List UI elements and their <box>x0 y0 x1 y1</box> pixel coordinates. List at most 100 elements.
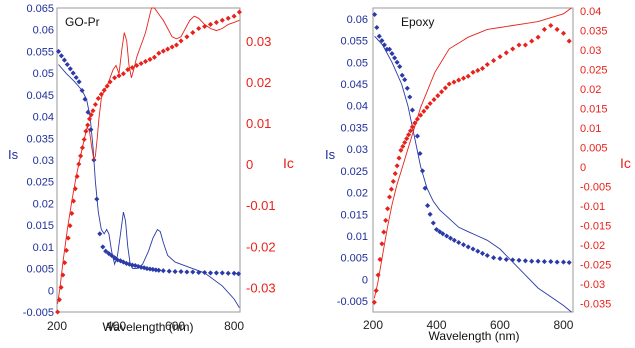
data-point-is <box>225 270 231 276</box>
left-tick-label: 0.015 <box>26 220 54 232</box>
left-tick-label: 0.04 <box>33 112 54 124</box>
right-tick-label: 0.035 <box>580 25 608 37</box>
data-point-ic <box>388 186 394 192</box>
right-tick-label: 0.01 <box>580 123 601 135</box>
right-tick-label: -0.03 <box>580 279 605 291</box>
panel-epoxy: Epoxy Wavelength (nm) Is Ic -0.005 0 0.005… <box>325 6 631 343</box>
data-point-ic <box>236 9 242 15</box>
data-point-is <box>213 270 219 276</box>
data-point-ic <box>371 299 377 305</box>
data-point-ic <box>396 155 402 161</box>
data-point-is <box>100 244 106 250</box>
right-tick-label: 0.025 <box>580 64 608 76</box>
x-tick-label: 600 <box>490 318 510 332</box>
data-point-ic <box>456 77 462 83</box>
left-tick-label: 0.005 <box>26 264 54 276</box>
left-tick-label: 0.065 <box>26 3 54 15</box>
left-tick-label: 0.005 <box>340 253 368 265</box>
data-point-ic <box>85 122 91 128</box>
data-point-ic <box>465 73 471 79</box>
left-tick-label: 0.01 <box>347 231 368 243</box>
data-point-is <box>61 57 67 63</box>
left-tick-label: 0.03 <box>347 144 368 156</box>
left-tick-label: 0.01 <box>33 242 54 254</box>
left-tick-label: 0.055 <box>340 36 368 48</box>
right-tick-label: -0.02 <box>246 239 276 254</box>
left-tick-label: 0.06 <box>347 14 368 26</box>
data-point-is <box>144 266 150 272</box>
data-point-is <box>235 271 242 277</box>
data-point-is <box>64 61 70 68</box>
left-tick-label: 0.06 <box>33 25 54 37</box>
left-tick-label: 0.045 <box>26 90 54 102</box>
right-tick-label: 0.02 <box>246 75 271 90</box>
data-point-is <box>55 48 62 54</box>
data-point-is <box>184 269 190 275</box>
right-tick-label: 0.015 <box>580 103 608 115</box>
x-tick-label: 200 <box>47 319 67 333</box>
data-point-is <box>394 59 400 65</box>
data-point-is <box>465 244 471 250</box>
data-point-is <box>97 231 103 237</box>
series-line-is <box>58 64 240 308</box>
data-point-is <box>156 267 162 273</box>
data-point-ic <box>398 147 404 153</box>
data-point-is <box>397 64 403 70</box>
right-axis-label: Ic <box>620 155 631 171</box>
data-point-is <box>160 268 166 274</box>
right-tick-label: 0.03 <box>246 34 271 49</box>
data-point-is <box>58 53 64 59</box>
data-point-ic <box>95 95 101 101</box>
data-point-is <box>447 235 454 241</box>
data-point-is <box>497 256 503 262</box>
left-tick-label: 0.025 <box>26 177 54 189</box>
right-tick-label: -0.035 <box>580 298 611 310</box>
left-tick-label: 0 <box>48 285 54 297</box>
x-tick-label: 400 <box>106 319 126 333</box>
data-point-is <box>566 259 572 266</box>
left-tick-label: 0.05 <box>33 68 54 80</box>
right-tick-label: 0.01 <box>246 116 271 131</box>
right-tick-label: -0.015 <box>580 220 611 232</box>
right-tick-label: -0.01 <box>246 198 276 213</box>
series-line-ic <box>373 7 572 299</box>
left-axis-label: Is <box>325 147 336 162</box>
right-tick-label: 0.005 <box>580 142 608 154</box>
data-point-ic <box>386 194 393 200</box>
right-tick-label: -0.005 <box>580 181 611 193</box>
left-tick-label: -0.005 <box>337 296 368 308</box>
data-point-is <box>430 220 436 226</box>
right-tick-label: -0.01 <box>580 201 605 213</box>
data-point-is <box>541 259 547 265</box>
x-tick-label: 800 <box>553 318 573 332</box>
data-point-is <box>178 269 184 275</box>
data-point-ic <box>116 73 122 79</box>
plot-frame <box>56 7 241 313</box>
data-point-is <box>67 66 73 72</box>
data-point-is <box>190 269 196 275</box>
x-tick-label: 600 <box>165 319 185 333</box>
data-point-is <box>70 70 76 76</box>
right-tick-label: 0 <box>246 157 253 172</box>
data-point-ic <box>67 223 73 229</box>
data-point-ic <box>92 101 98 108</box>
data-point-is <box>475 248 481 254</box>
series-line-is <box>374 35 572 313</box>
data-point-is <box>433 226 440 233</box>
data-point-ic <box>381 229 387 235</box>
right-tick-label: -0.025 <box>580 259 611 271</box>
left-tick-label: 0.045 <box>340 79 368 91</box>
data-point-ic <box>125 67 131 73</box>
left-tick-label: 0.02 <box>347 188 368 200</box>
right-tick-label: -0.03 <box>246 280 276 295</box>
x-tick-label: 800 <box>224 319 244 333</box>
right-tick-label: 0.04 <box>580 6 601 18</box>
x-tick-label: 400 <box>426 318 446 332</box>
x-tick-label: 200 <box>363 318 383 332</box>
right-tick-label: 0.02 <box>580 84 601 96</box>
data-point-ic <box>213 19 219 25</box>
left-tick-label: 0.025 <box>340 166 368 178</box>
data-point-ic <box>418 112 424 118</box>
left-tick-label: 0 <box>362 274 368 286</box>
chart-marks: -0.005 0 0.005 0.01 0.015 0.02 0.025 0.03 0.035 0… <box>23 3 276 333</box>
